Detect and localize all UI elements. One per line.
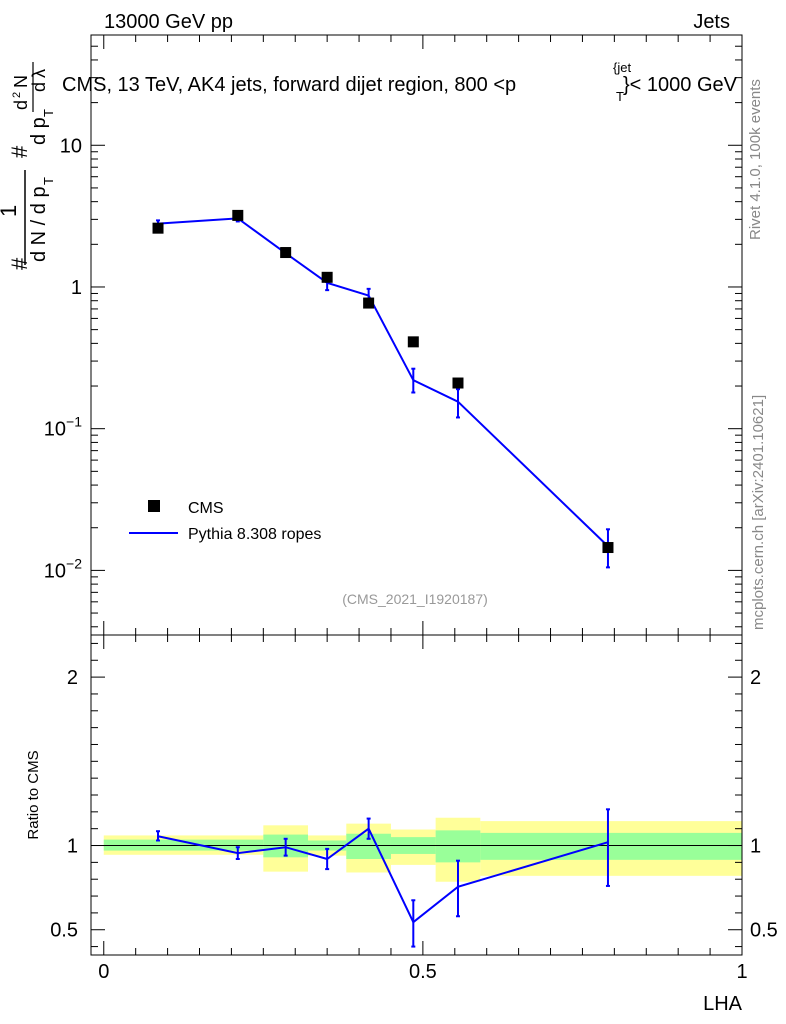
ylabel-dN-dpT: d N / d p <box>28 186 50 262</box>
legend: CMS Pythia 8.308 ropes <box>129 500 321 543</box>
ylabel-d2: d <box>29 82 49 92</box>
y-tick-base: 10 <box>44 419 66 441</box>
cms-marker <box>407 336 419 348</box>
ratio-y-tick-label-right: 1 <box>750 836 761 858</box>
legend-label-cms: CMS <box>188 500 224 517</box>
header-left: 13000 GeV pp <box>104 11 233 33</box>
ratio-y-tick-label-right: 2 <box>750 667 761 689</box>
y-tick-exp: −1 <box>66 414 82 430</box>
legend-label-pythia: Pythia 8.308 ropes <box>188 526 321 543</box>
y-tick-base: 10 <box>60 135 82 157</box>
main-ticks <box>91 34 743 635</box>
ylabel-dpT: d p <box>28 117 50 145</box>
cms-marker <box>363 297 375 309</box>
ylabel-N: N <box>11 75 31 88</box>
ratio-y-tick-label-left: 2 <box>67 667 78 689</box>
ratio-line <box>157 827 609 924</box>
ylabel-sq: 2 <box>11 92 23 98</box>
ratio-y-tick-label-left: 1 <box>67 836 78 858</box>
x-axis-label: LHA <box>703 993 743 1015</box>
title-main: CMS, 13 TeV, AK4 jets, forward dijet reg… <box>62 74 516 96</box>
ylabel-lambda: λ <box>29 69 49 78</box>
main-series <box>152 209 614 569</box>
cms-marker <box>280 247 292 259</box>
ratio-tick-labels: 0.5 0.51 12 20 0.5 1 <box>50 667 778 983</box>
legend-marker-cms <box>148 500 160 512</box>
ratio-frame <box>90 634 743 956</box>
ratio-y-tick-label-left: 0.5 <box>50 920 78 942</box>
title-end: }< 1000 GeV <box>623 74 738 96</box>
ratio-band-green <box>480 832 742 860</box>
main-title: CMS, 13 TeV, AK4 jets, forward dijet reg… <box>62 74 516 96</box>
y-tick-label: 10−2 <box>44 555 82 582</box>
cms-marker <box>321 271 333 283</box>
cms-marker <box>602 542 614 554</box>
ratio-ticks <box>91 635 743 955</box>
cms-marker <box>232 209 244 221</box>
ratio-bands <box>103 817 742 882</box>
y-tick-label: 1 <box>71 277 82 299</box>
x-tick-label: 0.5 <box>409 961 437 983</box>
header-right: Jets <box>693 11 730 33</box>
ylabel-d: d <box>11 100 31 110</box>
y-tick-base: 1 <box>71 277 82 299</box>
y-tick-exp: −2 <box>66 555 82 571</box>
ylabel-one: 1 <box>0 205 21 217</box>
title-superscript: {jet <box>613 60 631 75</box>
title-subscript: T <box>616 89 624 104</box>
watermark: (CMS_2021_I1920187) <box>342 591 488 607</box>
cms-marker <box>152 222 164 234</box>
x-tick-label: 0 <box>98 961 109 983</box>
mcplots-label: mcplots.cern.ch [arXiv:2401.10621] <box>750 395 767 630</box>
pythia-line <box>157 217 609 547</box>
cms-marker <box>452 377 464 389</box>
y-tick-base: 10 <box>44 560 66 582</box>
ratio-ylabel: Ratio to CMS <box>25 750 42 839</box>
x-tick-label: 1 <box>736 961 747 983</box>
ratio-y-tick-label-right: 0.5 <box>750 920 778 942</box>
y-tick-label: 10−1 <box>44 414 82 441</box>
ratio-plot: 0.5 0.51 12 20 0.5 1 Ratio to CMS LHA <box>25 634 778 1015</box>
ylabel-T2: T <box>41 109 56 117</box>
main-ylabel: # 1 d N / d p T # d p T d 2 N d λ <box>0 62 56 270</box>
ylabel-T1: T <box>41 177 56 185</box>
ratio-band-green <box>435 830 481 863</box>
main-frame <box>90 34 743 636</box>
ratio-series <box>156 808 610 948</box>
y-tick-label: 10 <box>60 135 82 157</box>
ylabel-hash2: # <box>7 145 32 158</box>
rivet-label: Rivet 4.1.0, 100k events <box>747 79 764 240</box>
